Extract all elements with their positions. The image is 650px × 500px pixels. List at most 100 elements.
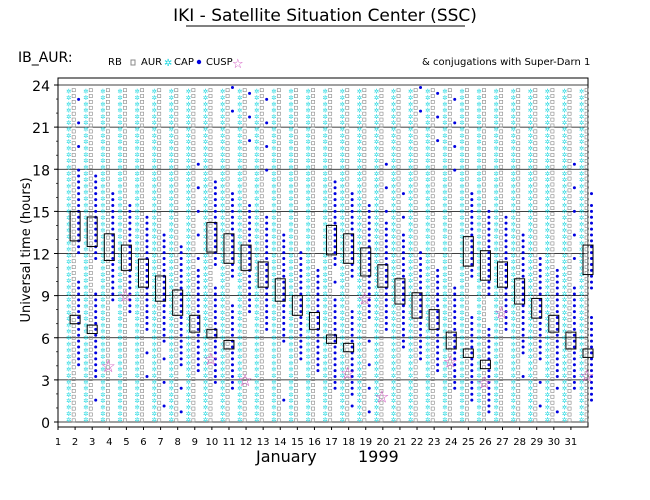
aur-marker: ✲	[528, 195, 533, 203]
rb-marker	[345, 176, 350, 181]
rb-marker	[362, 111, 367, 116]
rb-marker	[413, 318, 418, 323]
rb-marker	[140, 100, 144, 104]
aur-marker: ✲	[134, 151, 139, 159]
rb-marker	[208, 111, 213, 116]
rb-marker	[345, 223, 350, 228]
rb-marker	[276, 365, 281, 370]
cusp-interval-box-upper	[548, 314, 560, 333]
aur-marker: ✲	[169, 277, 174, 285]
rb-marker	[413, 306, 418, 311]
cap-marker	[316, 339, 320, 343]
aur-marker: ✲	[545, 119, 550, 127]
aur-marker: ✲	[528, 227, 533, 235]
aur-marker: ✲	[579, 100, 584, 108]
cap-marker	[128, 245, 132, 249]
rb-marker	[294, 324, 298, 328]
aur-marker: ✲	[271, 195, 276, 203]
aur-marker: ✲	[528, 100, 533, 108]
rb-marker	[413, 147, 418, 152]
rb-marker	[311, 94, 315, 98]
aur-marker: ✲	[391, 208, 396, 216]
aur-marker: ✲	[169, 201, 174, 209]
aur-marker: ✲	[203, 239, 208, 247]
aur-marker: ✲	[254, 208, 259, 216]
rb-marker	[157, 418, 162, 423]
aur-marker: ✲	[425, 277, 430, 285]
cap-marker	[162, 245, 166, 249]
aur-marker: ✲	[169, 227, 174, 235]
rb-marker	[550, 206, 555, 210]
rb-marker	[88, 212, 93, 216]
rb-marker	[242, 406, 247, 411]
rb-marker	[328, 117, 333, 122]
cap-marker	[521, 257, 525, 261]
rb-marker	[174, 365, 179, 370]
cap-marker	[94, 327, 98, 331]
cap-marker	[333, 233, 337, 237]
cap-marker	[590, 227, 593, 231]
cap-marker	[487, 257, 491, 261]
cap-marker	[230, 209, 234, 213]
aur-marker: ✲	[271, 353, 276, 361]
aur-marker: ✲	[476, 208, 481, 216]
aur-marker: ✲	[288, 410, 293, 418]
superdarn-conjugation-star: ☆	[477, 374, 492, 394]
rb-marker	[105, 400, 110, 405]
rb-marker	[191, 276, 196, 281]
aur-marker: ✲	[340, 416, 345, 424]
aur-marker: ✲	[254, 328, 259, 336]
rb-marker	[413, 276, 418, 281]
cap-marker	[470, 363, 474, 367]
aur-marker: ✲	[66, 353, 71, 361]
rb-marker	[276, 253, 281, 258]
aur-marker: ✲	[152, 277, 157, 285]
rb-marker	[430, 324, 435, 328]
rb-marker	[584, 117, 589, 122]
cap-marker	[572, 298, 576, 302]
rb-marker	[430, 312, 435, 317]
rb-marker	[328, 306, 333, 311]
aur-marker: ✲	[425, 94, 430, 102]
rb-marker	[191, 100, 196, 104]
cap-marker	[521, 310, 525, 314]
cusp-interval-box-upper	[86, 216, 98, 247]
day-column-18: ✲✲✲✲✲✲✲✲✲✲✲✲✲✲✲✲✲✲✲✲✲✲✲✲✲✲✲✲✲✲✲✲✲✲✲✲✲✲✲✲…	[340, 88, 354, 424]
cap-marker	[248, 304, 252, 308]
cap-marker	[590, 221, 593, 225]
rb-marker	[396, 324, 401, 328]
rb-marker	[88, 318, 93, 323]
cap-marker	[419, 339, 423, 343]
rb-marker	[242, 341, 247, 346]
cap-marker	[179, 363, 183, 367]
rb-marker	[157, 276, 162, 281]
aur-marker: ✲	[579, 353, 584, 361]
aur-marker: ✲	[459, 366, 464, 374]
cap-marker	[436, 333, 440, 337]
cap-marker	[401, 345, 405, 349]
cap-marker	[367, 262, 371, 266]
aur-marker: ✲	[66, 201, 71, 209]
cap-marker	[265, 121, 269, 125]
cap-marker	[333, 327, 337, 331]
x-tick-label: 3	[89, 437, 95, 448]
rb-marker	[584, 111, 589, 116]
cusp-interval-box-upper	[137, 258, 149, 288]
rb-marker	[430, 188, 435, 193]
rb-marker	[225, 347, 230, 352]
rb-marker	[225, 117, 230, 122]
rb-marker	[71, 170, 76, 175]
aur-marker: ✲	[442, 385, 447, 393]
rb-marker	[345, 406, 350, 411]
rb-marker	[430, 182, 435, 187]
aur-marker: ✲	[374, 220, 379, 228]
aur-marker: ✲	[476, 416, 481, 424]
rb-marker	[88, 353, 93, 358]
cap-marker	[572, 345, 576, 349]
rb-marker	[208, 312, 213, 317]
aur-marker: ✲	[340, 372, 345, 380]
rb-marker	[499, 353, 504, 358]
aur-marker: ✲	[425, 315, 430, 323]
rb-marker	[157, 123, 162, 128]
cap-marker	[504, 227, 508, 231]
